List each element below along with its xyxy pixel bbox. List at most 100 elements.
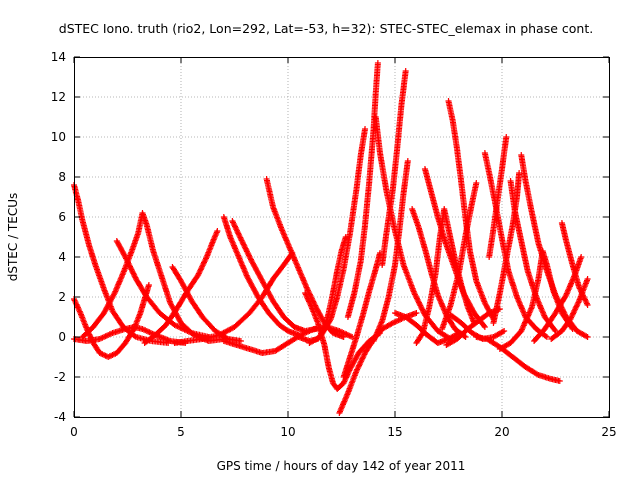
series-5: [113, 238, 212, 340]
data-point-trail: [514, 295, 528, 319]
data-point-trail: [307, 334, 322, 346]
data-point-trail: [328, 295, 340, 321]
data-point-trail: [340, 231, 353, 271]
data-point-trail: [317, 317, 333, 339]
y-tick-label: -4: [54, 410, 66, 424]
data-point-trail: [422, 247, 434, 275]
data-point-trail: [321, 343, 332, 369]
data-point-trail: [396, 191, 407, 233]
data-point-trail: [227, 235, 242, 259]
data-point: [404, 158, 411, 164]
data-point-trail: [469, 181, 479, 205]
data-point-trail: [287, 247, 302, 271]
data-point-trail: [353, 153, 364, 191]
data-point: [259, 278, 266, 284]
data-point-trail: [98, 330, 115, 342]
data-point-trail: [398, 69, 409, 107]
data-point-trail: [486, 227, 497, 259]
data-point-trail: [260, 348, 277, 356]
series-26: [445, 98, 497, 322]
y-tick-label: 14: [51, 50, 66, 64]
data-point-trail: [422, 167, 434, 195]
data-point-trail: [313, 305, 327, 325]
series-35: [473, 334, 563, 384]
data-point: [113, 238, 120, 244]
data-point-trail: [337, 328, 354, 340]
series-17: [340, 250, 384, 380]
data-point-trail: [296, 267, 310, 291]
data-point: [402, 68, 409, 74]
data-point-trail: [133, 277, 149, 299]
data-point-trail: [392, 229, 403, 267]
data-point-trail: [106, 350, 119, 360]
data-point-trail: [201, 332, 221, 342]
data-point-trail: [150, 249, 165, 279]
data-point-trail: [326, 365, 336, 385]
data-point-trail: [247, 346, 264, 356]
data-point-trail: [245, 275, 261, 299]
series-31: [486, 134, 510, 260]
data-marks: [71, 60, 591, 416]
data-point-trail: [230, 219, 244, 241]
data-point-trail: [351, 259, 364, 295]
data-point-trail: [204, 239, 216, 259]
series-7: [169, 264, 244, 344]
data-point-trail: [508, 329, 524, 345]
data-point-trail: [450, 119, 460, 151]
data-point-trail: [559, 317, 573, 333]
data-point-trail: [490, 291, 503, 325]
data-point-trail: [428, 191, 441, 219]
data-point-trail: [357, 223, 368, 263]
series-32: [490, 170, 523, 326]
axis-ticks: 0 5 10 15 20 25 -4 -2 0 2 4 6 8 10 12 14: [51, 50, 617, 439]
data-point: [237, 338, 244, 344]
data-point-trail: [535, 241, 550, 273]
data-point-trail: [334, 267, 347, 299]
data-point-trail: [232, 311, 252, 329]
data-point-trail: [380, 320, 395, 332]
data-point-trail: [101, 291, 117, 315]
data-point-trail: [163, 307, 179, 327]
gridlines: [74, 57, 609, 417]
data-point-trail: [505, 269, 520, 299]
data-point-trail: [432, 235, 443, 275]
data-point-trail: [114, 239, 128, 259]
data-point-trail: [270, 205, 284, 231]
data-point-trail: [337, 391, 351, 415]
data-point-trail: [123, 255, 139, 281]
data-point-trail: [459, 321, 474, 335]
series-19: [372, 114, 454, 342]
data-point-trail: [92, 263, 107, 291]
data-point-trail: [414, 331, 425, 345]
data-point-trail: [110, 326, 127, 336]
data-point-trail: [536, 372, 553, 382]
data-point-trail: [532, 327, 547, 343]
data-point-trail: [221, 215, 233, 239]
y-tick-label: 6: [58, 210, 66, 224]
data-point-trail: [549, 328, 564, 342]
data-point-trail: [518, 305, 535, 333]
data-point-trail: [522, 179, 535, 215]
data-point-trail: [497, 257, 509, 295]
y-tick-label: 8: [58, 170, 66, 184]
data-point-trail: [153, 323, 168, 337]
data-point: [473, 180, 480, 186]
data-point-trail: [461, 291, 477, 315]
data-point-trail: [372, 115, 383, 155]
data-point: [374, 60, 381, 66]
data-point-trail: [279, 227, 293, 251]
data-point: [481, 324, 488, 330]
x-tick-label: 20: [494, 425, 509, 439]
data-point-trail: [465, 305, 477, 325]
data-point-trail: [456, 233, 469, 273]
data-point-trail: [334, 249, 345, 273]
data-point-trail: [249, 259, 265, 283]
data-point-trail: [173, 322, 194, 336]
data-point-trail: [494, 167, 505, 201]
data-point-trail: [420, 305, 432, 335]
data-point-trail: [86, 243, 98, 267]
data-point-trail: [270, 299, 286, 319]
data-point-trail: [473, 279, 488, 305]
x-axis-label: GPS time / hours of day 142 of year 2011: [217, 459, 466, 473]
data-point-trail: [544, 269, 558, 297]
